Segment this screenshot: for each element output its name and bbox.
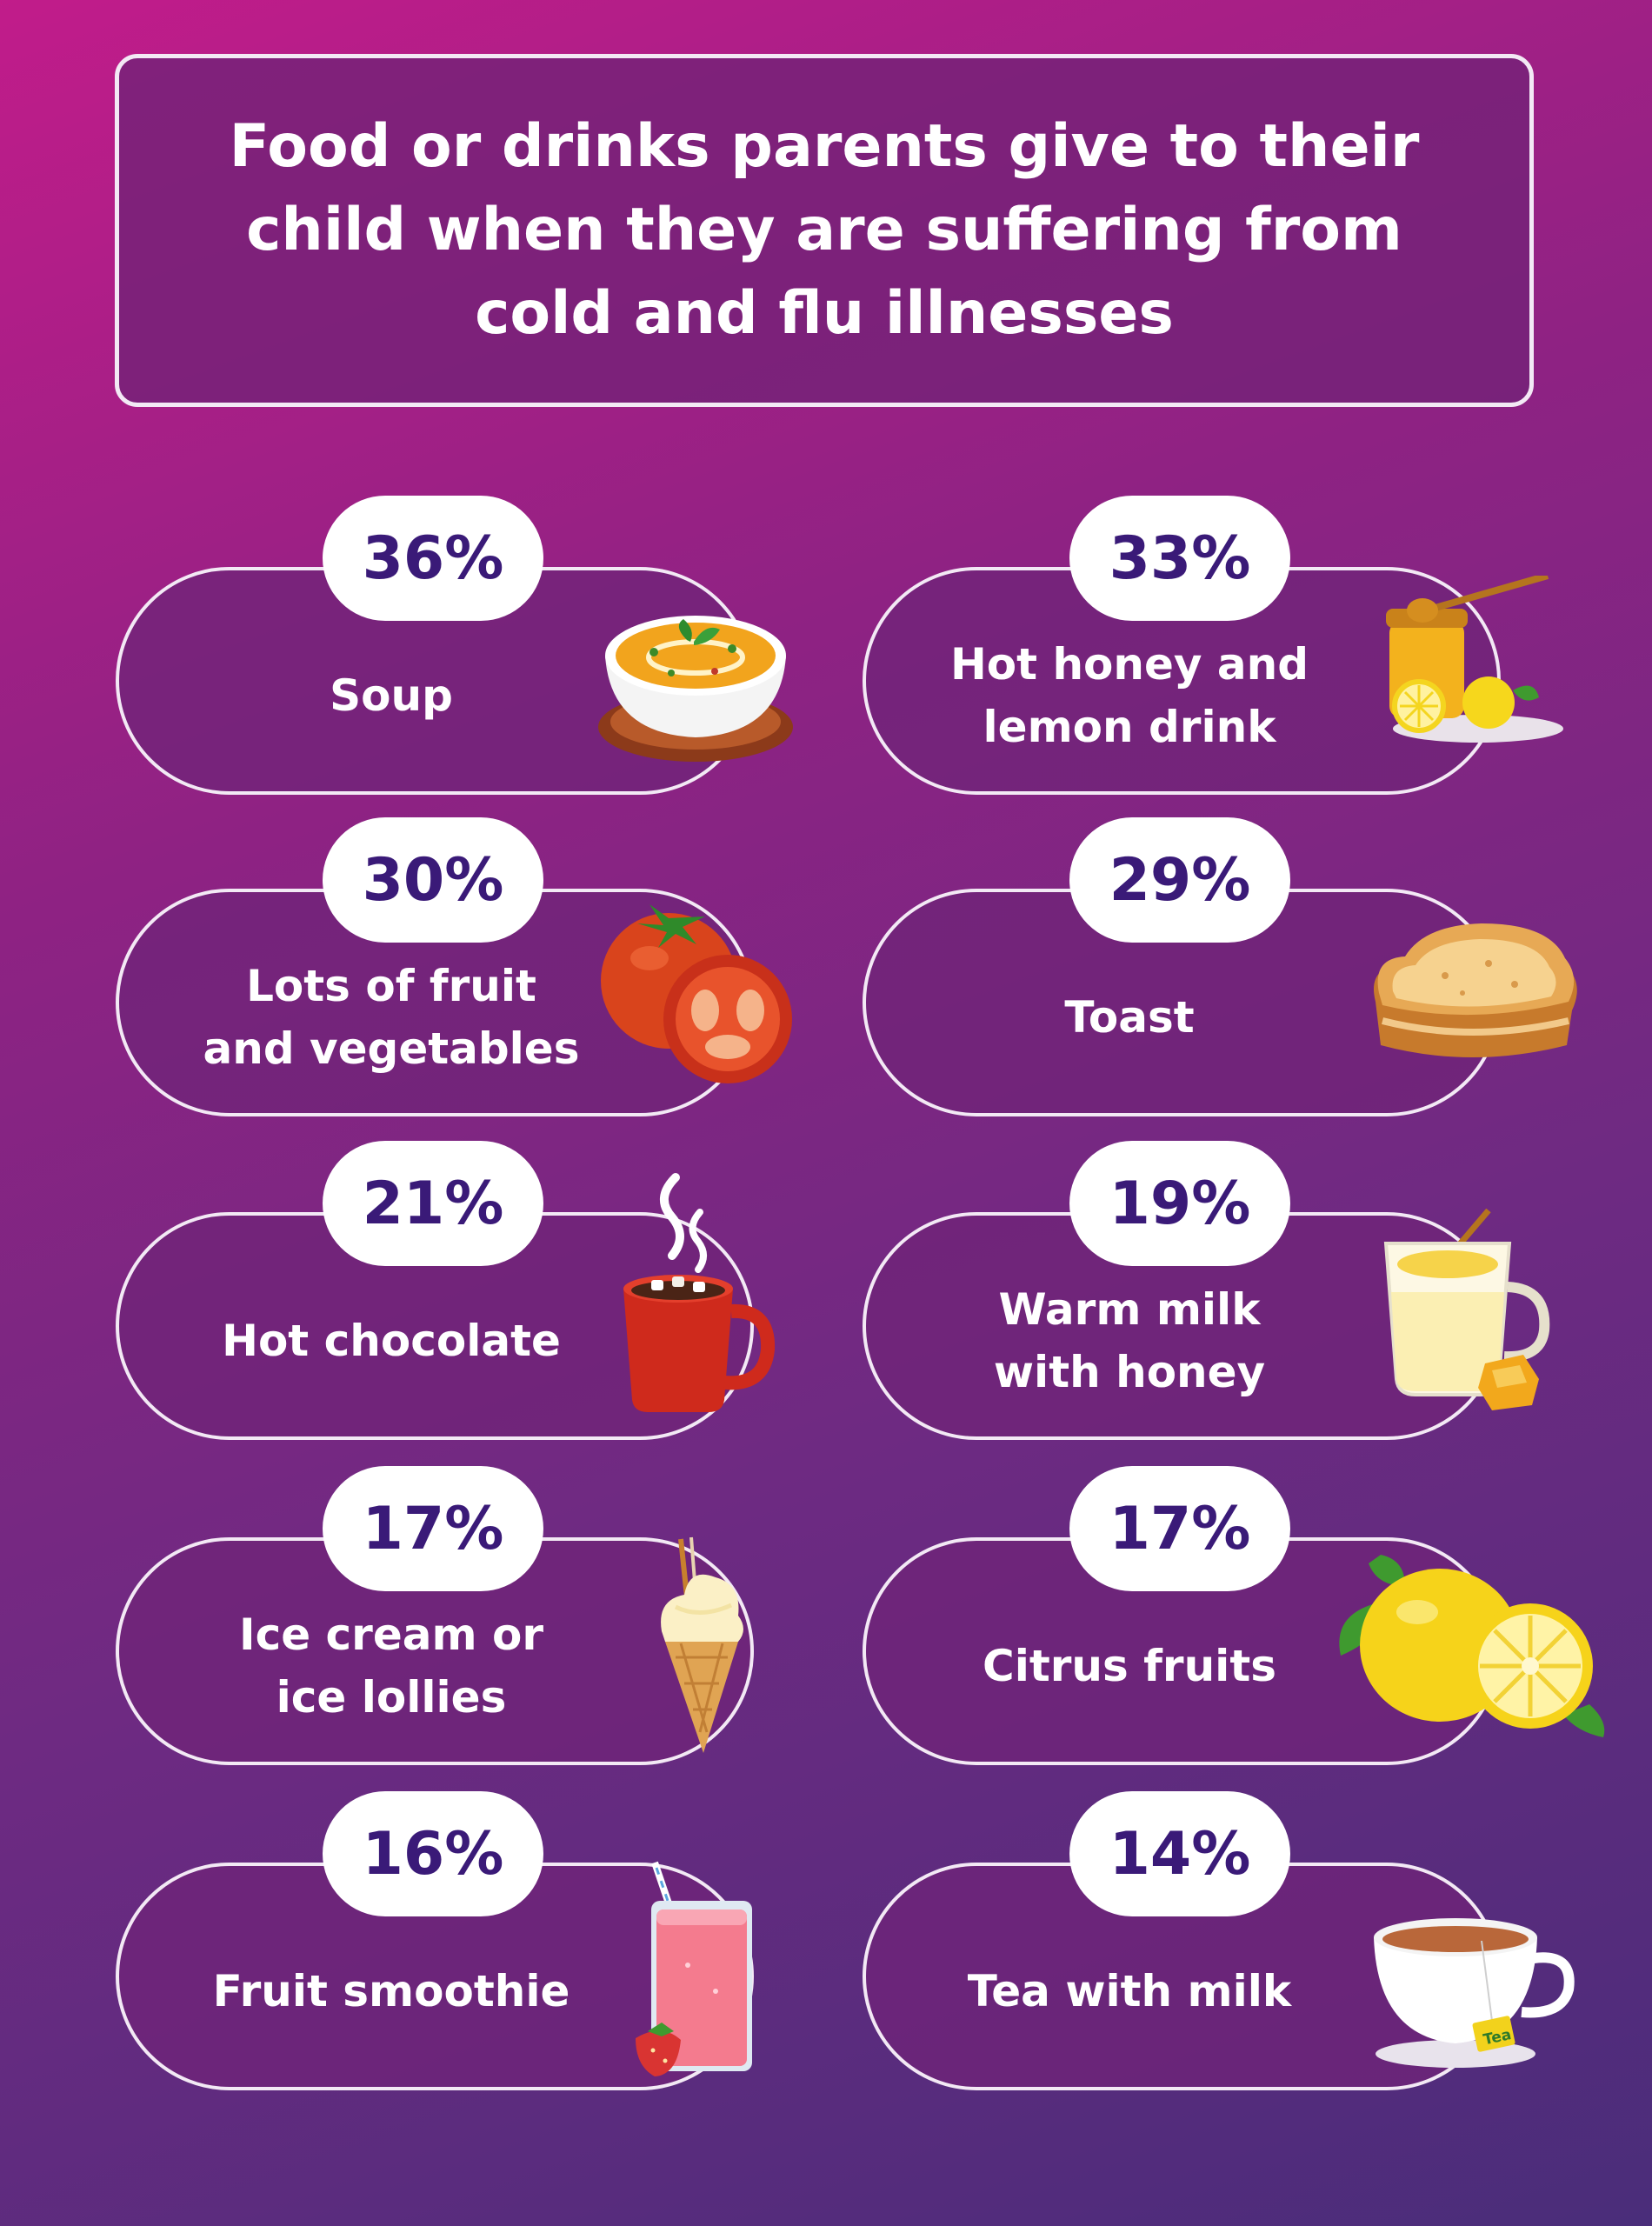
percent-badge: 16%: [323, 1791, 543, 1916]
percent-badge: 36%: [323, 496, 543, 621]
lemon-icon: [1339, 1555, 1605, 1737]
tea-cup-icon: Tea: [1374, 1918, 1575, 2068]
item-label: Fruit smoothie: [212, 1966, 570, 2016]
percent-badge: 29%: [1069, 817, 1290, 943]
stat-card-soup: 36% Soup: [116, 496, 793, 795]
percent-badge: 30%: [323, 817, 543, 943]
stat-card-tea: 14% Tea with milk Tea: [863, 1791, 1575, 2090]
item-label: Ice cream or ice lollies: [238, 1610, 544, 1723]
stat-card-smoothie: 16% Fruit smoothie: [116, 1791, 754, 2090]
stat-card-fruit-veg: 30% Lots of fruit and vegetables: [116, 817, 792, 1116]
milk-honey-glass-icon: [1383, 1209, 1550, 1410]
item-label: Hot chocolate: [222, 1316, 561, 1366]
percent-badge: 21%: [323, 1141, 543, 1266]
item-label: Tea with milk: [967, 1966, 1292, 2016]
stat-card-citrus: 17% Citrus fruits: [863, 1466, 1605, 1765]
tomato-icon: [601, 904, 792, 1083]
percent-badge: 17%: [323, 1466, 543, 1591]
percent-badge: 17%: [1069, 1466, 1290, 1591]
item-label: Soup: [330, 670, 453, 721]
stat-card-toast: 29% Toast: [863, 817, 1577, 1116]
honey-jar-lemon-icon: [1386, 576, 1563, 743]
item-label: Hot honey and lemon drink: [949, 639, 1309, 752]
page-title: Food or drinks parents give to their chi…: [229, 112, 1420, 348]
stat-card-warm-milk: 19% Warm milk with honey: [863, 1141, 1550, 1440]
ice-cream-cone-icon: [661, 1536, 743, 1753]
percent-badge: 19%: [1069, 1141, 1290, 1266]
stat-card-honey-lemon: 33% Hot honey and lemon drink: [863, 496, 1563, 795]
stat-card-ice-cream: 17% Ice cream or ice lollies: [116, 1466, 754, 1765]
title-box: Food or drinks parents give to their chi…: [115, 54, 1534, 407]
hot-chocolate-mug-icon: [623, 1173, 776, 1412]
percent-badge: 14%: [1069, 1791, 1290, 1916]
item-label: Citrus fruits: [983, 1641, 1276, 1691]
item-label: Lots of fruit and vegetables: [203, 961, 580, 1074]
stat-card-hot-chocolate: 21% Hot chocolate: [116, 1141, 776, 1440]
percent-badge: 33%: [1069, 496, 1290, 621]
smoothie-glass-icon: [636, 1861, 752, 2076]
soup-bowl-icon: [598, 616, 793, 762]
item-label: Warm milk with honey: [993, 1284, 1266, 1397]
item-label: Toast: [1064, 992, 1195, 1043]
toast-icon: [1374, 923, 1577, 1057]
